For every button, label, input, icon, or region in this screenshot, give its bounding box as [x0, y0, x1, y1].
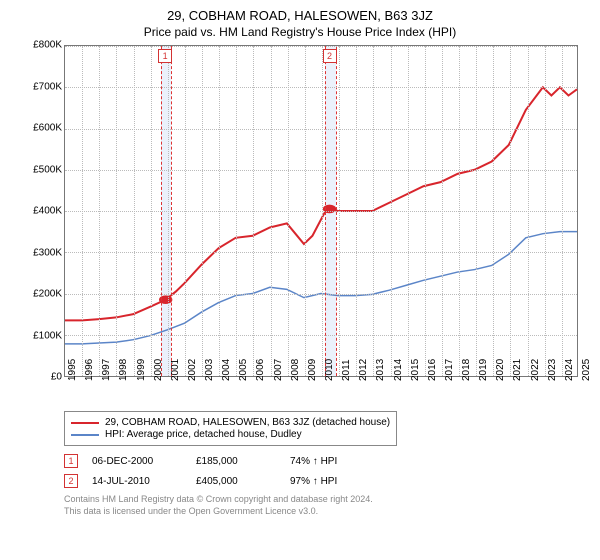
grid-line-h: [65, 335, 577, 336]
footer: Contains HM Land Registry data © Crown c…: [64, 494, 584, 517]
chart-title-sub: Price paid vs. HM Land Registry's House …: [16, 25, 584, 39]
grid-line-v: [373, 46, 374, 376]
x-axis-tick-label: 2025: [581, 359, 600, 381]
y-axis-tick-label: £100K: [16, 330, 62, 341]
grid-line-v: [528, 46, 529, 376]
chart-container: 29, COBHAM ROAD, HALESOWEN, B63 3JZ Pric…: [0, 0, 600, 560]
grid-line-v: [442, 46, 443, 376]
grid-line-h: [65, 294, 577, 295]
sale-date: 06-DEC-2000: [92, 456, 182, 467]
legend-item: HPI: Average price, detached house, Dudl…: [71, 429, 390, 440]
grid-line-v: [271, 46, 272, 376]
grid-line-v: [391, 46, 392, 376]
y-axis-tick-label: £800K: [16, 40, 62, 51]
legend: 29, COBHAM ROAD, HALESOWEN, B63 3JZ (det…: [64, 411, 397, 446]
chart-area: £0£100K£200K£300K£400K£500K£600K£700K£80…: [16, 45, 584, 405]
grid-line-v: [459, 46, 460, 376]
y-axis-tick-label: £700K: [16, 81, 62, 92]
legend-label: 29, COBHAM ROAD, HALESOWEN, B63 3JZ (det…: [105, 417, 390, 428]
grid-line-v: [219, 46, 220, 376]
grid-line-v: [253, 46, 254, 376]
grid-line-v: [185, 46, 186, 376]
grid-line-v: [99, 46, 100, 376]
grid-line-v: [202, 46, 203, 376]
y-axis-tick-label: £300K: [16, 247, 62, 258]
y-axis-tick-label: £0: [16, 372, 62, 383]
legend-swatch: [71, 434, 99, 436]
grid-line-v: [82, 46, 83, 376]
series-line: [65, 87, 577, 320]
grid-line-h: [65, 46, 577, 47]
legend-item: 29, COBHAM ROAD, HALESOWEN, B63 3JZ (det…: [71, 417, 390, 428]
footer-line-1: Contains HM Land Registry data © Crown c…: [64, 494, 584, 506]
y-axis-tick-label: £500K: [16, 164, 62, 175]
grid-line-h: [65, 129, 577, 130]
y-axis-tick-label: £200K: [16, 289, 62, 300]
footer-line-2: This data is licensed under the Open Gov…: [64, 506, 584, 518]
grid-line-v: [339, 46, 340, 376]
sale-date: 14-JUL-2010: [92, 476, 182, 487]
grid-line-v: [168, 46, 169, 376]
sale-hpi: 97% ↑ HPI: [290, 476, 337, 487]
grid-line-v: [134, 46, 135, 376]
sale-marker-box: 1: [158, 49, 172, 63]
grid-line-v: [476, 46, 477, 376]
grid-line-h: [65, 170, 577, 171]
legend-swatch: [71, 422, 99, 424]
grid-line-v: [493, 46, 494, 376]
y-axis-tick-label: £400K: [16, 206, 62, 217]
sale-row-marker: 1: [64, 454, 78, 468]
grid-line-v: [545, 46, 546, 376]
sale-price: £185,000: [196, 456, 276, 467]
grid-line-v: [288, 46, 289, 376]
grid-line-v: [305, 46, 306, 376]
sale-row-marker: 2: [64, 474, 78, 488]
sale-hpi: 74% ↑ HPI: [290, 456, 337, 467]
grid-line-v: [236, 46, 237, 376]
grid-line-v: [151, 46, 152, 376]
series-line: [65, 232, 577, 344]
sale-price: £405,000: [196, 476, 276, 487]
sale-row: 2 14-JUL-2010 £405,000 97% ↑ HPI: [64, 474, 584, 488]
grid-line-v: [510, 46, 511, 376]
grid-line-h: [65, 87, 577, 88]
plot-region: [64, 45, 578, 377]
grid-line-h: [65, 252, 577, 253]
grid-line-v: [322, 46, 323, 376]
grid-line-v: [356, 46, 357, 376]
legend-label: HPI: Average price, detached house, Dudl…: [105, 429, 302, 440]
grid-line-v: [408, 46, 409, 376]
sale-marker-box: 2: [323, 49, 337, 63]
y-axis-tick-label: £600K: [16, 123, 62, 134]
sale-rows: 1 06-DEC-2000 £185,000 74% ↑ HPI 2 14-JUL-201…: [64, 454, 584, 488]
sale-row: 1 06-DEC-2000 £185,000 74% ↑ HPI: [64, 454, 584, 468]
grid-line-v: [562, 46, 563, 376]
grid-line-v: [116, 46, 117, 376]
chart-title-address: 29, COBHAM ROAD, HALESOWEN, B63 3JZ: [16, 8, 584, 23]
grid-line-v: [425, 46, 426, 376]
grid-line-h: [65, 211, 577, 212]
